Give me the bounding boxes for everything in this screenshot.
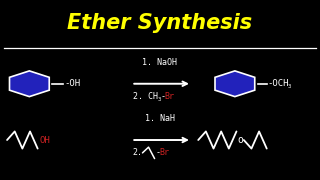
Text: 3: 3 bbox=[287, 84, 291, 89]
Text: Br: Br bbox=[165, 92, 175, 101]
Text: 1. NaH: 1. NaH bbox=[145, 114, 175, 123]
Text: -OH: -OH bbox=[64, 79, 81, 88]
Text: 2.: 2. bbox=[133, 148, 143, 157]
Polygon shape bbox=[10, 71, 49, 97]
Text: 1. NaOH: 1. NaOH bbox=[142, 58, 178, 67]
Text: 3: 3 bbox=[157, 97, 160, 102]
Text: Ether Synthesis: Ether Synthesis bbox=[68, 13, 252, 33]
Text: -: - bbox=[161, 92, 166, 101]
Text: o: o bbox=[237, 135, 243, 145]
Polygon shape bbox=[215, 71, 255, 97]
Text: Br: Br bbox=[159, 148, 169, 157]
Text: -OCH: -OCH bbox=[268, 79, 289, 88]
Text: -: - bbox=[156, 148, 161, 157]
Text: OH: OH bbox=[39, 136, 50, 145]
Text: 2. CH: 2. CH bbox=[133, 92, 158, 101]
